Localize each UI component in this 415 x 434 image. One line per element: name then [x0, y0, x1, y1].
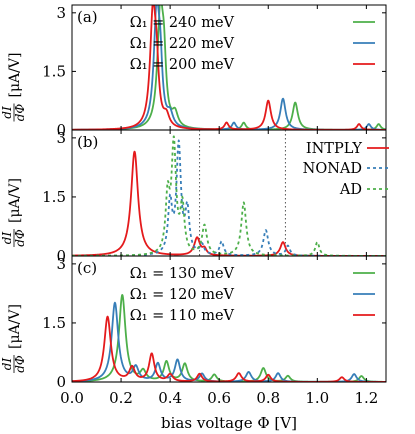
legend: Ω₁ = 130 meV Ω₁ = 120 meV Ω₁ = 110 meV [130, 266, 375, 324]
y-axis-title-unit: [μA/V] [7, 53, 23, 98]
y-axis-title-numerator: dI [0, 358, 14, 371]
x-tick-label: 0.0 [60, 389, 84, 407]
legend-label-1: Ω₁ = 240 meV [130, 15, 235, 31]
series-line-3 [72, 315, 386, 382]
x-tick-label: 0.8 [256, 389, 280, 407]
x-tick-label: 1.2 [354, 389, 378, 407]
panel-tag: (b) [77, 133, 98, 151]
y-axis-title-denominator: dΦ [13, 229, 27, 247]
x-axis: 0.0 0.2 0.4 0.6 0.8 1.0 1.2 [60, 389, 378, 407]
x-tick-label: 0.2 [109, 389, 133, 407]
legend-label-1: INTPLY [306, 141, 363, 157]
panel-c: 0 1.5 3 (c) Ω₁ = 130 meV Ω₁ = 120 meV Ω₁ = 110… [0, 255, 387, 391]
y-axis-title-numerator: dI [0, 232, 14, 245]
legend-label-2: NONAD [303, 161, 362, 177]
y-axis-title: dI dΦ [μA/V] [0, 178, 27, 247]
legend-label-3: Ω₁ = 110 meV [130, 308, 235, 324]
y-axis-title-denominator: dΦ [13, 104, 27, 122]
y-axis-title: dI dΦ [μA/V] [0, 304, 27, 373]
y-tick-label: 1.5 [42, 188, 66, 206]
panel-frame [71, 255, 387, 383]
legend-label-2: Ω₁ = 220 meV [130, 36, 235, 52]
y-tick-label: 0 [56, 247, 66, 265]
y-tick-label: 3 [56, 129, 66, 147]
panel-a: 0 1.5 3 (a) Ω₁ = 240 meV Ω₁ = 220 meV Ω₁ = 200… [0, 4, 387, 139]
legend: INTPLY NONAD AD [303, 141, 389, 198]
y-axis-title-denominator: dΦ [13, 355, 27, 373]
y-tick-label: 0 [56, 121, 66, 139]
legend-label-1: Ω₁ = 130 meV [130, 266, 235, 282]
y-tick-label: 0 [56, 373, 66, 391]
series-line-2 [72, 139, 386, 256]
y-tick-label: 3 [56, 255, 66, 273]
y-tick-label: 3 [56, 4, 66, 22]
legend-label-3: AD [339, 182, 362, 198]
y-axis-title-unit: [μA/V] [7, 178, 23, 223]
panel-b: 0 1.5 3 (b) INTPLY NONAD AD dI dΦ [μA/V] [0, 129, 389, 265]
y-axis-title-numerator: dI [0, 106, 14, 119]
panel-tag: (c) [77, 259, 97, 277]
y-axis-title-unit: [μA/V] [7, 304, 23, 349]
x-axis-title: bias voltage Φ [V] [161, 414, 297, 432]
panels-layer: 0 1.5 3 (a) Ω₁ = 240 meV Ω₁ = 220 meV Ω₁ = 200… [0, 4, 389, 391]
y-tick-label: 1.5 [42, 314, 66, 332]
x-tick-label: 1.0 [305, 389, 329, 407]
y-tick-label: 1.5 [42, 62, 66, 80]
legend-label-2: Ω₁ = 120 meV [130, 287, 235, 303]
legend-label-3: Ω₁ = 200 meV [130, 57, 235, 73]
legend: Ω₁ = 240 meV Ω₁ = 220 meV Ω₁ = 200 meV [130, 15, 375, 73]
x-tick-label: 0.4 [158, 389, 182, 407]
panel-tag: (a) [77, 8, 98, 26]
y-axis-title: dI dΦ [μA/V] [0, 53, 27, 122]
x-tick-label: 0.6 [207, 389, 231, 407]
